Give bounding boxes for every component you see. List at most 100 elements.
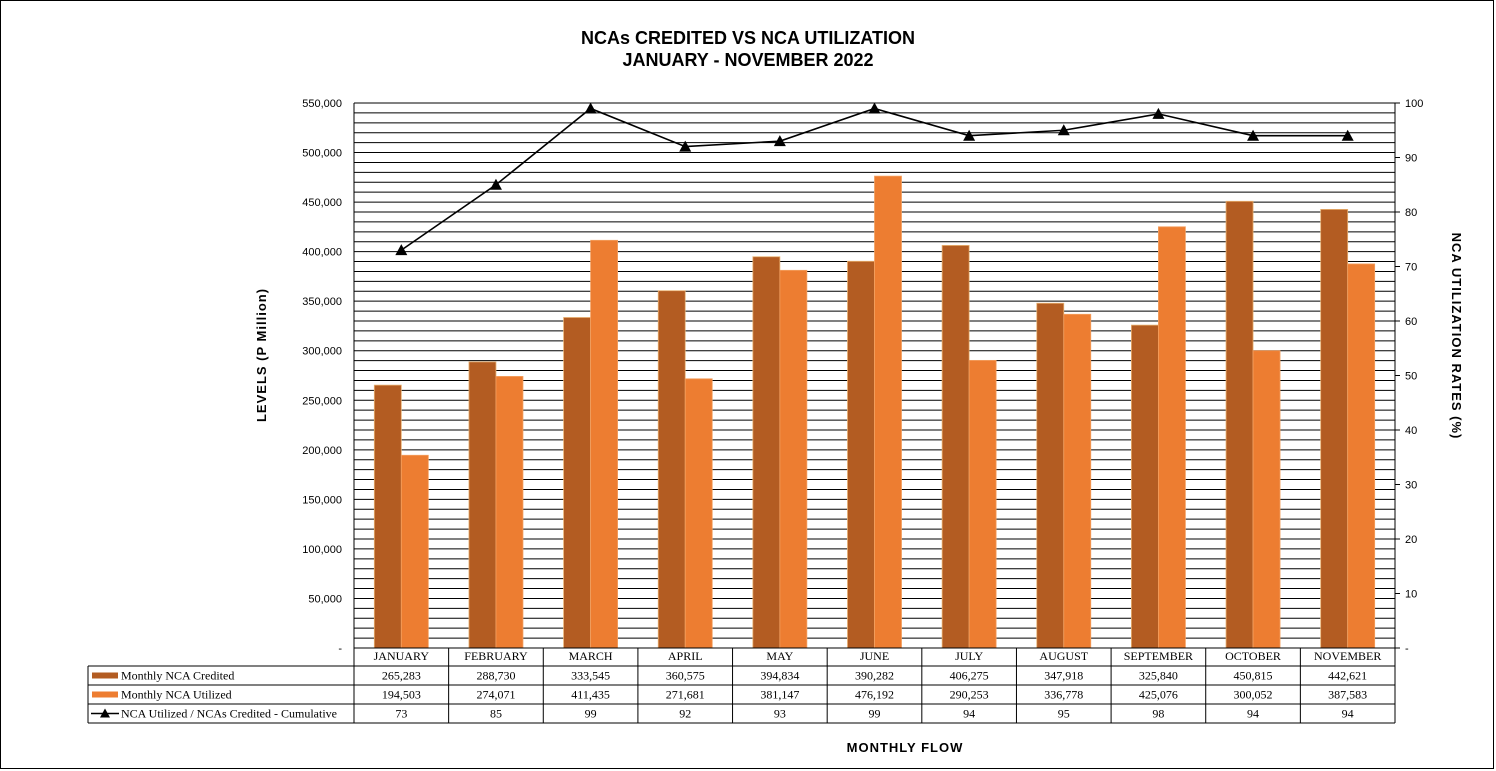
table-cell: 411,435 <box>571 688 610 702</box>
triangle-marker <box>584 102 597 114</box>
legend-swatch <box>92 691 118 698</box>
y-tick-label: 250,000 <box>302 395 342 407</box>
table-cell: 347,918 <box>1044 669 1083 683</box>
triangle-marker <box>679 140 692 152</box>
x-tick-label: SEPTEMBER <box>1124 649 1193 663</box>
bar-utilized <box>968 359 997 649</box>
bar-credited <box>1225 200 1254 649</box>
triangle-marker <box>1341 129 1354 141</box>
table-cell: 95 <box>1058 707 1070 721</box>
triangle-marker <box>868 102 881 114</box>
y2-tick-label: 30 <box>1405 480 1417 492</box>
y-tick-label: 200,000 <box>302 445 342 457</box>
y-tick-label: 350,000 <box>302 296 342 308</box>
x-tick-label: JULY <box>955 649 983 663</box>
triangle-marker <box>963 129 976 141</box>
table-cell: 271,681 <box>666 688 705 702</box>
data-table: JANUARY FEBRUARY MARCH APRIL MAY JUNE JULY AUGU… <box>87 648 1396 724</box>
y-tick-label: 400,000 <box>302 247 342 259</box>
x-tick-label: JANUARY <box>374 649 430 663</box>
y-tick-label: 500,000 <box>302 148 342 160</box>
table-cell: 73 <box>395 707 407 721</box>
table-cell: 394,834 <box>760 669 799 683</box>
y2-tick-label: 10 <box>1405 589 1417 601</box>
table-cell: 390,282 <box>855 669 894 683</box>
bar-credited <box>468 361 497 649</box>
table-cell: 274,071 <box>476 688 515 702</box>
table-cell: 92 <box>679 707 691 721</box>
y-tick-label: 150,000 <box>302 494 342 506</box>
y2-tick-label: 100 <box>1405 98 1423 110</box>
table-cell: 300,052 <box>1234 688 1273 702</box>
y2-tick-label: 40 <box>1405 425 1417 437</box>
x-tick-label: OCTOBER <box>1225 649 1281 663</box>
table-cell: 99 <box>869 707 881 721</box>
bar-utilized <box>684 378 713 649</box>
table-cell: 194,503 <box>382 688 421 702</box>
table-cell: 381,147 <box>760 688 799 702</box>
bar-utilized <box>1158 226 1186 649</box>
y-tick-label: 300,000 <box>302 346 342 358</box>
x-tick-label: AUGUST <box>1039 649 1088 663</box>
bar-credited <box>1036 302 1065 649</box>
triangle-marker <box>395 244 408 256</box>
triangle-marker <box>1057 124 1070 136</box>
y-tick-label: 550,000 <box>302 98 342 110</box>
y-axis-label: LEVELS (P Million) <box>254 288 269 422</box>
triangle-marker <box>1247 129 1260 141</box>
table-cell: 288,730 <box>476 669 515 683</box>
y2-tick-label: 20 <box>1405 534 1417 546</box>
legend-marker <box>100 708 110 718</box>
bar-utilized <box>400 454 429 649</box>
bar-utilized <box>1063 313 1092 649</box>
table-cell: 476,192 <box>855 688 894 702</box>
table-cell: 325,840 <box>1139 669 1178 683</box>
x-tick-label: FEBRUARY <box>464 649 528 663</box>
table-cell: 98 <box>1152 707 1164 721</box>
y2-tick-label: 80 <box>1405 207 1417 219</box>
x-axis-label: MONTHLY FLOW <box>847 740 964 755</box>
triangle-marker <box>1152 107 1165 119</box>
line-series <box>395 102 1354 256</box>
table-cell: 93 <box>774 707 786 721</box>
bar-utilized <box>1347 263 1376 649</box>
bar-credited <box>657 290 686 649</box>
y2-axis-label: NCA UTILIZATION RATES (%) <box>1449 233 1464 440</box>
legend-label: NCA Utilized / NCAs Credited - Cumulativ… <box>121 707 337 721</box>
table-cell: 442,621 <box>1328 669 1367 683</box>
x-tick-label: MARCH <box>569 649 613 663</box>
y-tick-label: - <box>338 643 342 655</box>
triangle-marker <box>773 135 786 147</box>
bar-series <box>373 175 1376 649</box>
y2-tick-label: 50 <box>1405 371 1417 383</box>
bar-credited <box>941 245 970 649</box>
table-cell: 333,545 <box>571 669 610 683</box>
y-tick-label: 100,000 <box>302 544 342 556</box>
table-cell: 290,253 <box>950 688 989 702</box>
table-cell: 360,575 <box>666 669 705 683</box>
table-cell: 336,778 <box>1044 688 1083 702</box>
bar-utilized <box>495 376 524 649</box>
legend-label: Monthly NCA Credited <box>121 669 234 683</box>
table-cell: 85 <box>490 707 502 721</box>
bar-credited <box>752 256 781 649</box>
table-cell: 94 <box>1247 707 1259 721</box>
x-tick-label: JUNE <box>860 649 889 663</box>
table-cell: 94 <box>1342 707 1354 721</box>
y-tick-label: 450,000 <box>302 197 342 209</box>
bar-credited <box>1131 324 1159 649</box>
triangle-marker <box>489 178 502 190</box>
bar-utilized <box>874 175 902 649</box>
y2-tick-label: 90 <box>1405 153 1417 165</box>
bar-credited <box>847 260 875 649</box>
bar-utilized <box>590 239 618 649</box>
table-cell: 94 <box>963 707 975 721</box>
axes: - 50,000 100,000 150,000 200,000 250,000 300,0… <box>302 98 1423 655</box>
table-cell: 387,583 <box>1328 688 1367 702</box>
bar-credited <box>563 317 591 649</box>
table-cell: 425,076 <box>1139 688 1178 702</box>
bar-utilized <box>779 269 808 649</box>
bar-utilized <box>1252 350 1281 649</box>
y2-tick-label: 70 <box>1405 262 1417 274</box>
